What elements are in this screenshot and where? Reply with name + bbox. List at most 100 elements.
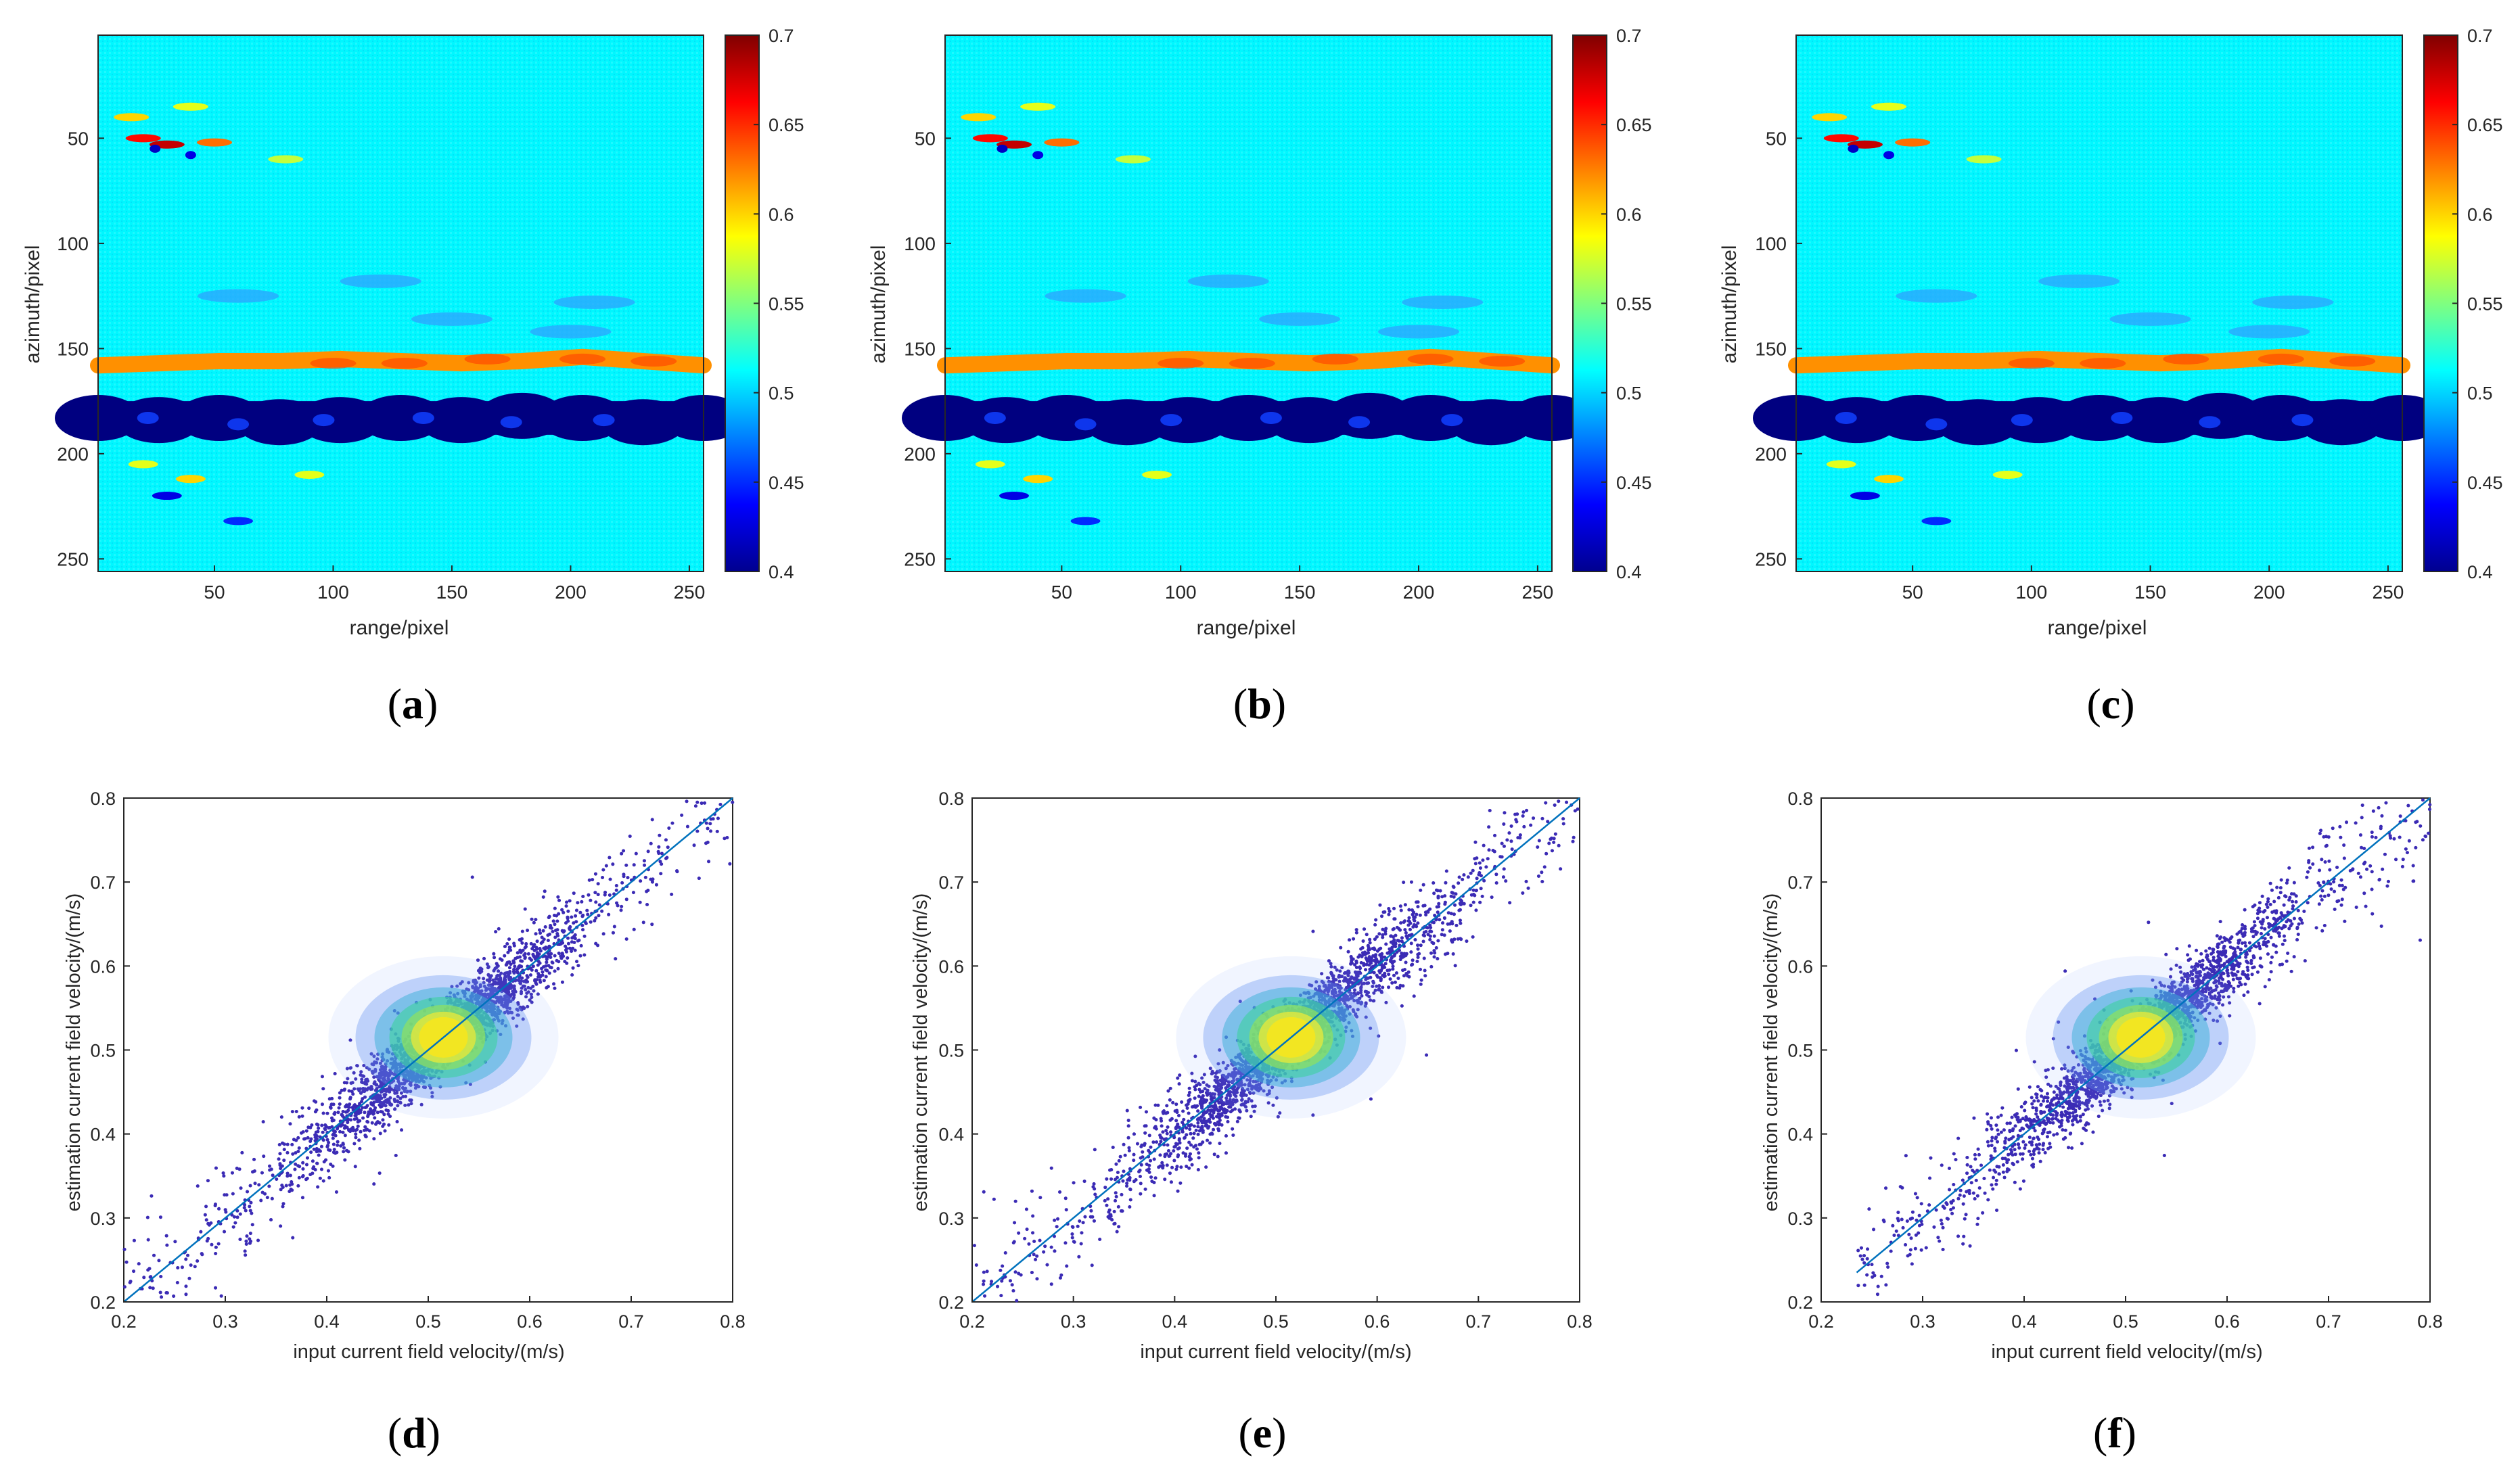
panel-letter-b: (b): [1233, 680, 1286, 728]
heatmap-plot-a: [55, 34, 747, 572]
x-tick-label-d-0: 0.2: [111, 1311, 137, 1332]
weak-low-patch-b-3: [1187, 274, 1269, 288]
colorbar-tick-label-c-1: 0.65: [2467, 115, 2503, 135]
y-tick-label-b-4: 250: [904, 548, 936, 569]
upper-left-streak-c-4: [1871, 102, 1907, 111]
y-tick-label-a-3: 200: [57, 444, 89, 465]
weak-low-patch-a-1: [530, 325, 612, 339]
colorbar-gradient-c: [2423, 34, 2458, 572]
low-velocity-hole-b-1: [1074, 418, 1097, 431]
lower-left-streak-c-2: [1850, 492, 1880, 500]
panel-letter-a: (a): [388, 680, 438, 728]
upper-left-streak-c-5: [1966, 155, 2002, 164]
x-tick-label-d-3: 0.5: [415, 1311, 441, 1332]
panel-f: 0.2 0.3 0.4 0.5 0.6 0.7 0.8 0.2 0.3 0.4 0.5 0.6 0.7…: [1760, 789, 2443, 1457]
upper-left-streak-a-5: [268, 155, 304, 164]
x-axis-label-e: input current field velocity/(m/s): [1140, 1341, 1411, 1363]
colorbar-tick-label-c-3: 0.55: [2467, 294, 2503, 314]
scatter-plot-e: [971, 797, 1580, 1303]
upper-left-streak-a-3: [114, 113, 150, 122]
colorbar-gradient-a: [725, 34, 760, 572]
colorbar-tick-label-c-0: 0.7: [2467, 26, 2493, 46]
high-velocity-patch-c-4: [2008, 358, 2055, 369]
y-tick-label-e-5: 0.7: [938, 872, 964, 893]
colorbar-tick-label-a-2: 0.6: [769, 204, 794, 225]
lower-left-streak-a-0: [175, 475, 206, 484]
colorbar-c: 0.7 0.65 0.6 0.55 0.5 0.45 0.4: [2423, 26, 2503, 582]
colorbar-b: 0.7 0.65 0.6 0.55 0.5 0.45 0.4: [1572, 26, 1652, 582]
x-ticks-f: 0.2 0.3 0.4 0.5 0.6 0.7 0.8: [1808, 1296, 2443, 1332]
reference-line-d: [123, 797, 733, 1303]
weak-low-patch-c-1: [2228, 325, 2310, 339]
reference-line-f: [1856, 797, 2431, 1274]
x-tick-label-a-1: 100: [317, 582, 349, 603]
high-velocity-patch-b-3: [1479, 356, 1526, 367]
low-velocity-hole-a-1: [227, 418, 250, 431]
x-tick-label-f-5: 0.7: [2316, 1311, 2341, 1332]
y-axis-label-e: estimation current field velocity/(m/s): [910, 893, 932, 1212]
high-velocity-patch-c-2: [2258, 353, 2304, 365]
upper-left-streak-b-2: [1044, 138, 1080, 147]
x-tick-label-a-4: 250: [674, 582, 706, 603]
x-tick-label-f-3: 0.5: [2113, 1311, 2138, 1332]
high-velocity-patch-a-0: [381, 358, 428, 369]
heatmap-frame-c: [1795, 34, 2403, 572]
x-axis-label-a: range/pixel: [350, 617, 449, 639]
panel-e: 0.2 0.3 0.4 0.5 0.6 0.7 0.8 0.2 0.3 0.4 0.5 0.6 0.7…: [910, 789, 1593, 1457]
upper-left-streak-c-0: [1823, 134, 1859, 143]
x-ticks-a: 50 100 150 200 250: [204, 565, 705, 603]
y-tick-label-b-1: 100: [904, 233, 936, 254]
lower-left-streak-b-0: [1023, 475, 1053, 484]
y-tick-label-e-2: 0.4: [938, 1125, 964, 1145]
low-velocity-hole-a-0: [137, 411, 159, 424]
scatter-plot-f: [1820, 797, 2432, 1303]
y-axis-label-a: azimuth/pixel: [22, 245, 44, 363]
low-velocity-hole-b-3: [1260, 411, 1282, 424]
x-tick-label-a-2: 150: [436, 582, 468, 603]
x-tick-label-d-2: 0.4: [314, 1311, 340, 1332]
x-tick-label-a-3: 200: [555, 582, 587, 603]
y-tick-label-c-2: 150: [1755, 338, 1787, 359]
lower-left-streak-a-3: [223, 517, 254, 526]
panel-letter-d: (d): [388, 1409, 440, 1457]
lower-left-streak-b-3: [1070, 517, 1101, 526]
high-velocity-patch-b-1: [1312, 353, 1358, 365]
low-velocity-hole-b-2: [1160, 414, 1183, 427]
weak-low-patch-c-4: [2252, 295, 2334, 309]
weak-low-patch-a-2: [198, 289, 279, 303]
y-tick-label-a-2: 150: [57, 338, 89, 359]
colorbar-tick-label-b-5: 0.45: [1616, 473, 1652, 493]
y-tick-label-b-2: 150: [904, 338, 936, 359]
y-axis-label-c: azimuth/pixel: [1718, 245, 1741, 363]
y-tick-label-e-4: 0.6: [938, 956, 964, 977]
y-tick-label-c-0: 50: [1766, 128, 1787, 149]
weak-low-patch-c-3: [2038, 274, 2120, 288]
low-velocity-band-a: [98, 401, 680, 435]
y-tick-label-d-6: 0.8: [90, 789, 116, 809]
x-tick-label-d-6: 0.8: [720, 1311, 746, 1332]
upper-left-streak-c-2: [1895, 138, 1931, 147]
y-tick-label-f-4: 0.6: [1787, 956, 1813, 977]
upper-left-low-spot-c-1: [1883, 151, 1895, 160]
x-tick-label-e-2: 0.4: [1162, 1311, 1188, 1332]
high-velocity-patch-a-4: [310, 358, 357, 369]
y-tick-label-b-3: 200: [904, 444, 936, 465]
upper-left-streak-b-0: [972, 134, 1008, 143]
x-ticks-b: 50 100 150 200 250: [1051, 565, 1553, 603]
high-velocity-patch-b-0: [1229, 358, 1275, 369]
panel-letter-c: (c): [2086, 680, 2134, 728]
low-velocity-hole-c-1: [1925, 418, 1948, 431]
y-tick-label-e-3: 0.5: [938, 1041, 964, 1061]
y-tick-label-d-1: 0.3: [90, 1209, 116, 1229]
heatmap-frame-a: [97, 34, 704, 572]
weak-low-patch-b-0: [1259, 312, 1341, 326]
colorbar-tick-label-b-2: 0.6: [1616, 204, 1642, 225]
x-tick-label-e-4: 0.6: [1365, 1311, 1390, 1332]
colorbar-tick-label-c-5: 0.45: [2467, 473, 2503, 493]
weak-low-patch-a-3: [340, 274, 421, 288]
colorbar-tick-label-b-6: 0.4: [1616, 562, 1642, 582]
x-ticks-c: 50 100 150 200 250: [1902, 565, 2404, 603]
upper-left-low-spot-b-0: [996, 144, 1008, 153]
x-tick-label-b-3: 200: [1403, 582, 1435, 603]
colorbar-tick-label-a-6: 0.4: [769, 562, 794, 582]
